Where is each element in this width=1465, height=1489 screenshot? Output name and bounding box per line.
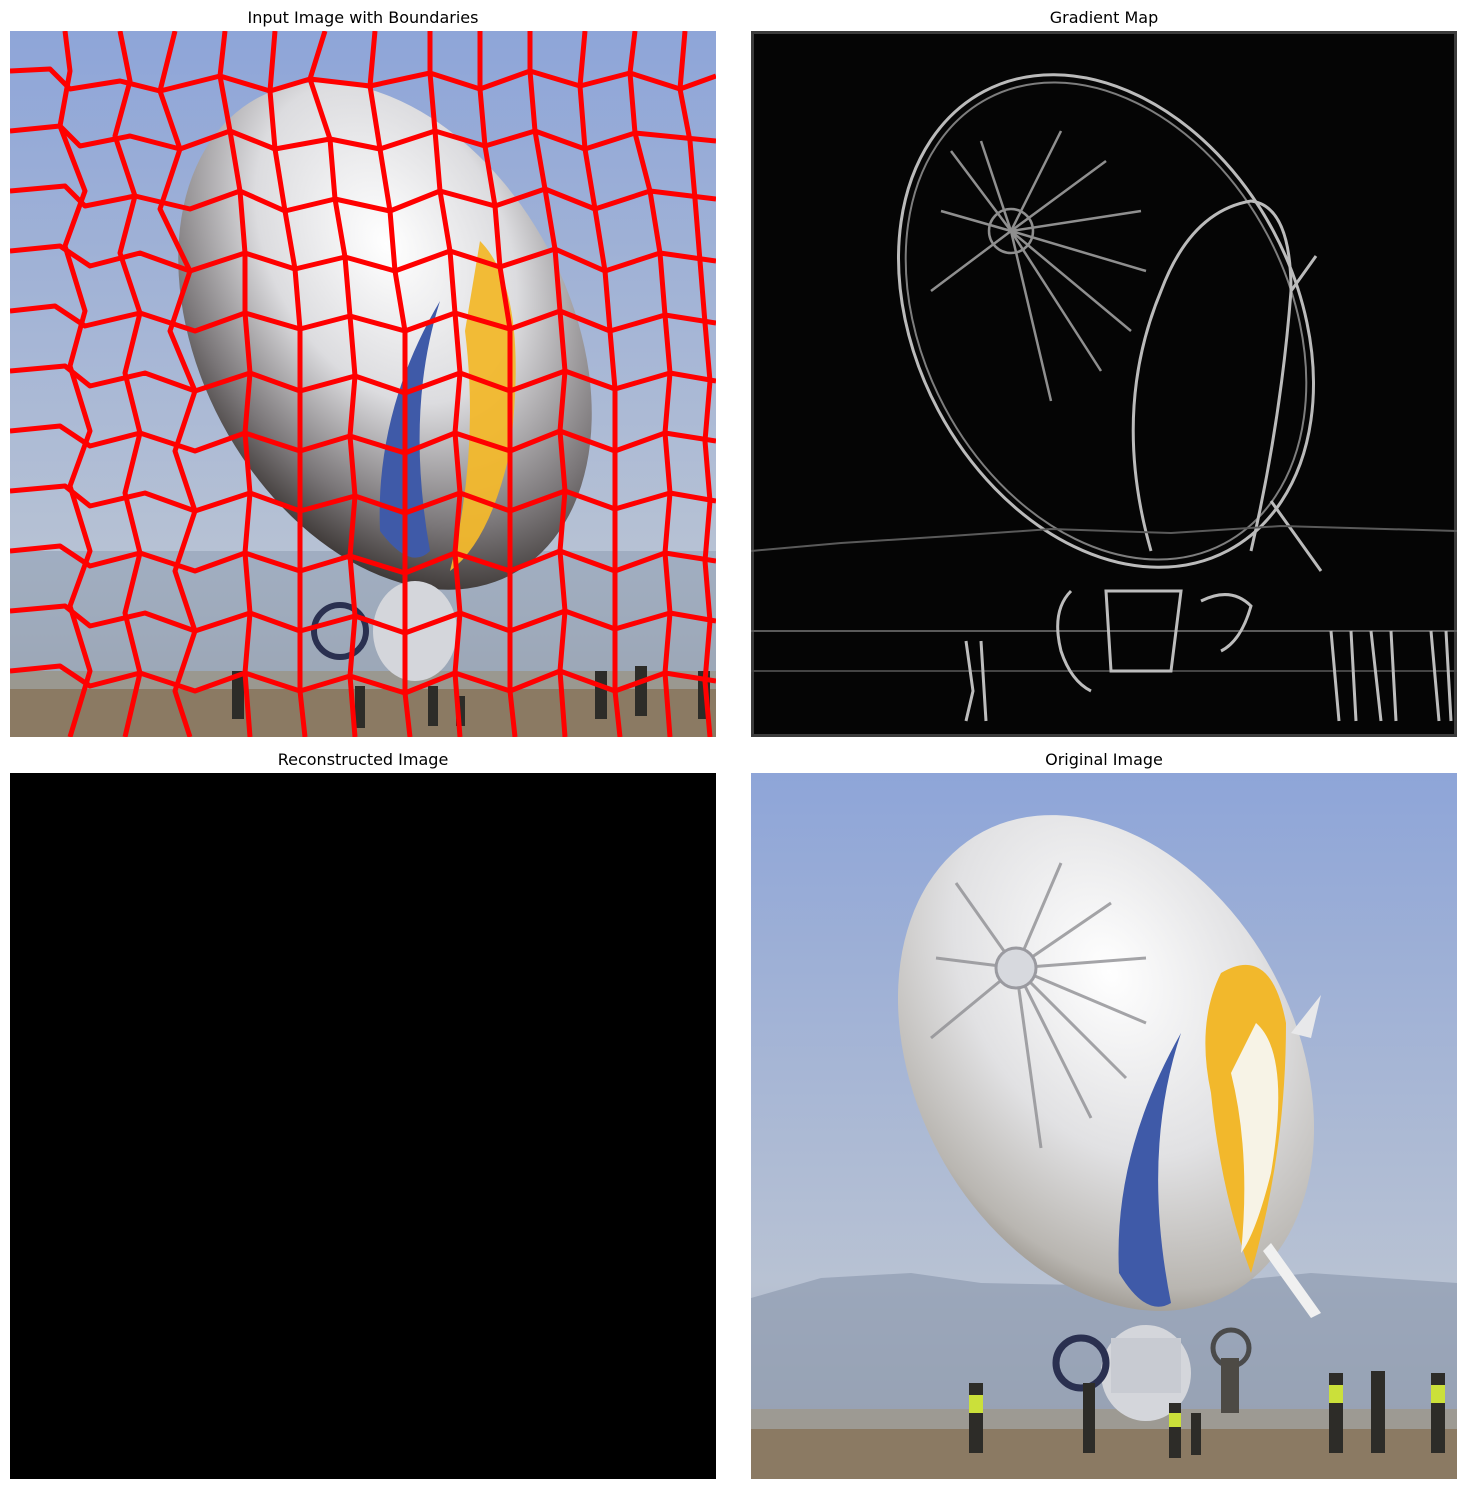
panel-title-original: Original Image xyxy=(1045,750,1163,769)
original-image xyxy=(751,773,1457,1479)
gradient-map-svg xyxy=(751,31,1457,737)
gradient-map-image xyxy=(751,31,1457,737)
original-image-svg xyxy=(751,773,1457,1479)
input-image-with-boundaries xyxy=(10,31,716,737)
panel-title-gradient-map: Gradient Map xyxy=(1049,8,1159,27)
input-image-svg xyxy=(10,31,716,737)
reconstructed-image xyxy=(10,773,716,1479)
panel-title-input-boundaries: Input Image with Boundaries xyxy=(247,8,479,27)
panel-title-reconstructed: Reconstructed Image xyxy=(277,750,449,769)
